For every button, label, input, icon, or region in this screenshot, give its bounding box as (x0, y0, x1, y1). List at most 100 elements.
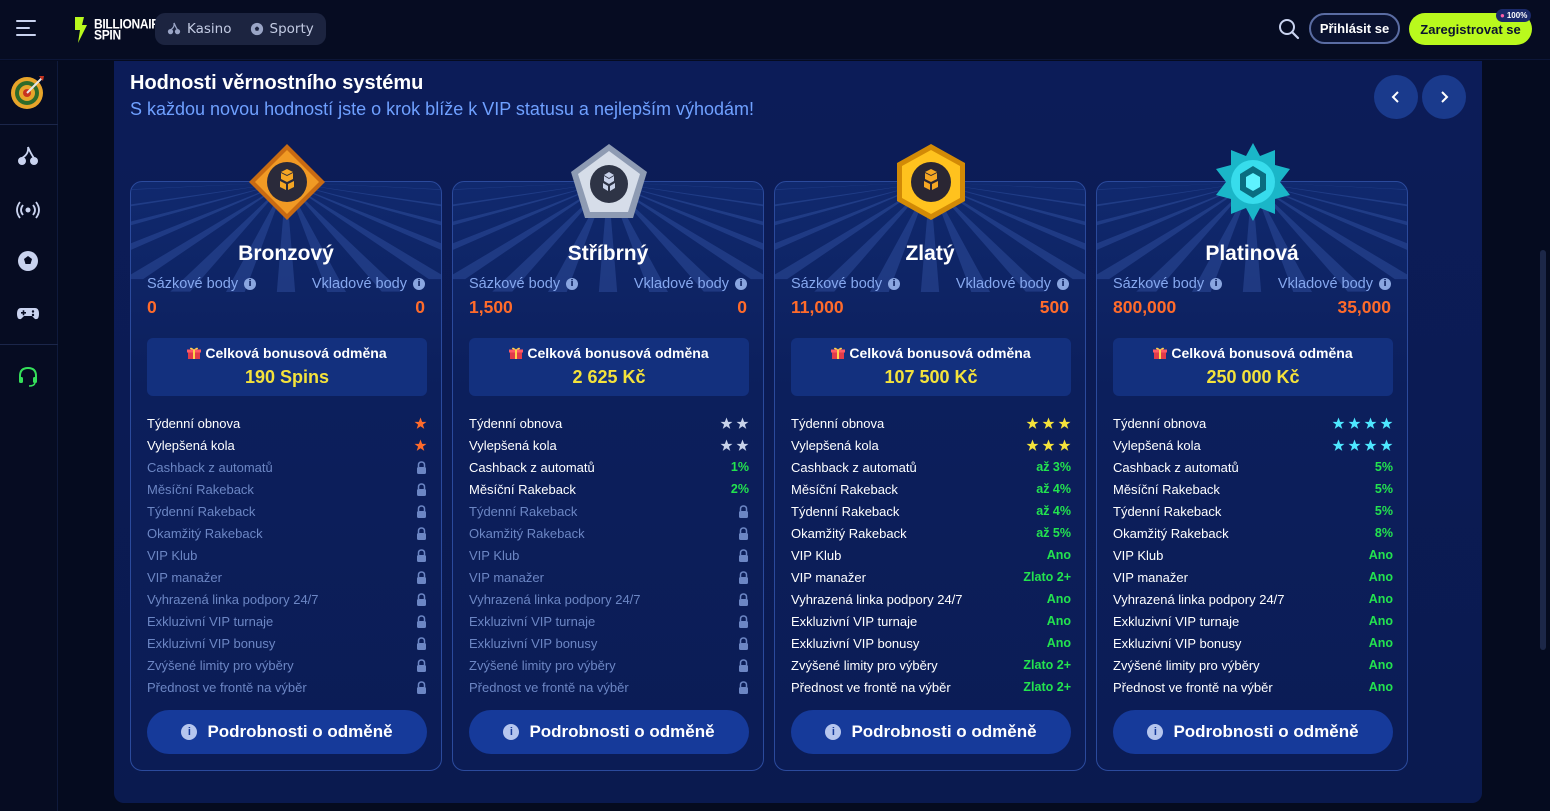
perk-row: Exkluzivní VIP turnaje (147, 610, 427, 632)
star-icon (1348, 417, 1361, 429)
logo[interactable]: BILLIONAIRE SPIN (72, 12, 168, 48)
tier-card: Stříbrný Sázkové body i Vkladové body i 1,500… (452, 144, 764, 771)
next-button[interactable] (1422, 75, 1466, 119)
perk-label: Týdenní obnova (469, 415, 563, 431)
gamepad-icon[interactable] (16, 301, 40, 325)
perk-row: Exkluzivní VIP turnaje Ano (1113, 610, 1393, 632)
target-icon[interactable] (8, 73, 46, 111)
info-icon: i (503, 724, 520, 740)
perk-row: Týdenní obnova (791, 412, 1071, 434)
perk-label: Exkluzivní VIP bonusy (469, 635, 598, 651)
star-icon (1042, 417, 1055, 429)
perk-label: Zvýšené limity pro výběry (147, 657, 294, 673)
cherries-icon[interactable] (16, 145, 40, 169)
info-icon[interactable]: i (244, 278, 257, 290)
reward-details-button[interactable]: i Podrobnosti o odměně (469, 710, 749, 754)
reward-details-button[interactable]: i Podrobnosti o odměně (791, 710, 1071, 754)
bet-points-value: 1,500 (469, 297, 513, 317)
perk-stars (1332, 417, 1393, 430)
perk-row: VIP manažer (469, 566, 749, 588)
page-scrollbar[interactable] (1540, 250, 1546, 650)
perk-row: Exkluzivní VIP turnaje Ano (791, 610, 1071, 632)
perk-label: Zvýšené limity pro výběry (791, 657, 938, 673)
perk-label: VIP Klub (791, 547, 842, 563)
bet-points-label: Sázkové body i (147, 276, 257, 292)
perk-value: Ano (1046, 592, 1071, 606)
deposit-points-label: Vkladové body i (1278, 276, 1391, 292)
tier-name: Zlatý (905, 242, 955, 265)
perk-row: Zvýšené limity pro výběry Ano (1113, 654, 1393, 676)
prev-button[interactable] (1374, 75, 1418, 119)
nav-sporty[interactable]: Sporty (250, 21, 314, 37)
menu-icon[interactable] (16, 20, 36, 36)
perk-row: Vylepšená kola (791, 434, 1071, 456)
info-icon[interactable]: i (566, 278, 579, 290)
perk-value: Ano (1368, 614, 1393, 628)
perk-value: 2% (730, 482, 749, 496)
perk-row: Týdenní obnova (469, 412, 749, 434)
tier-name: Platinová (1205, 242, 1299, 265)
lock-icon (739, 548, 748, 562)
info-icon[interactable]: i (888, 278, 901, 290)
bet-points-label: Sázkové body i (791, 276, 901, 292)
reward-box: Celková bonusová odměna 250 000 Kč (1113, 338, 1393, 396)
info-icon[interactable]: i (1210, 278, 1223, 290)
perk-row: Okamžitý Rakeback až 5% (791, 522, 1071, 544)
perk-label: Exkluzivní VIP turnaje (469, 613, 596, 629)
gift-icon: ● (1500, 11, 1505, 20)
live-broadcast-icon[interactable] (16, 198, 40, 222)
info-icon[interactable]: i (1379, 278, 1391, 290)
perk-row: Zvýšené limity pro výběry (147, 654, 427, 676)
perk-row: Týdenní obnova (147, 412, 427, 434)
perk-value: Ano (1368, 680, 1393, 694)
perk-label: VIP manažer (791, 569, 866, 585)
card-rays-decoration (131, 182, 441, 292)
perk-value: až 4% (1036, 482, 1071, 496)
info-icon[interactable]: i (413, 278, 425, 290)
reward-box: Celková bonusová odměna 190 Spins (147, 338, 427, 396)
perk-row: Exkluzivní VIP turnaje (469, 610, 749, 632)
main-nav: Kasino Sporty (155, 13, 326, 45)
headset-icon[interactable] (16, 365, 40, 389)
lock-icon (417, 658, 426, 672)
lock-icon (417, 636, 426, 650)
perk-label: Měsíční Rakeback (1113, 481, 1220, 497)
perk-value: 5% (1374, 504, 1393, 518)
top-bar: BILLIONAIRE SPIN Kasino Sporty Přihlásit… (0, 0, 1550, 60)
perk-value: 5% (1374, 482, 1393, 496)
perk-value: Ano (1368, 570, 1393, 584)
perk-row: VIP Klub (147, 544, 427, 566)
perk-value: 8% (1374, 526, 1393, 540)
nav-kasino[interactable]: Kasino (167, 21, 232, 37)
reward-details-button[interactable]: i Podrobnosti o odměně (1113, 710, 1393, 754)
perks-list: Týdenní obnova Vylepšená kola Cashback z a… (147, 412, 427, 698)
info-icon[interactable]: i (735, 278, 747, 290)
section-subtitle: S každou novou hodností jste o krok blíž… (130, 99, 755, 119)
star-icon (1058, 439, 1071, 451)
chevron-left-icon (1391, 91, 1399, 103)
lock-icon (417, 482, 426, 496)
star-icon (414, 439, 427, 451)
star-icon (1042, 439, 1055, 451)
search-icon[interactable] (1278, 18, 1300, 40)
info-icon[interactable]: i (1057, 278, 1069, 290)
perk-row: VIP manažer Zlato 2+ (791, 566, 1071, 588)
perk-label: Týdenní Rakeback (469, 503, 578, 519)
perk-label: VIP Klub (1113, 547, 1164, 563)
star-icon (736, 439, 749, 451)
lock-icon (417, 570, 426, 584)
perk-value: Zlato 2+ (1023, 658, 1071, 672)
login-button[interactable]: Přihlásit se (1309, 13, 1400, 44)
soccer-ball-icon[interactable] (16, 249, 40, 273)
perk-value: až 4% (1036, 504, 1071, 518)
perk-label: Týdenní obnova (1113, 415, 1207, 431)
lock-icon (739, 658, 748, 672)
lock-icon (739, 570, 748, 584)
perk-row: Exkluzivní VIP bonusy (147, 632, 427, 654)
perks-list: Týdenní obnova Vylepšená kola Cashback z a… (791, 412, 1071, 698)
reward-details-button[interactable]: i Podrobnosti o odměně (147, 710, 427, 754)
card-rays-decoration (1097, 182, 1407, 292)
star-icon (720, 439, 733, 451)
perk-row: Zvýšené limity pro výběry Zlato 2+ (791, 654, 1071, 676)
bet-points-value: 11,000 (791, 297, 844, 317)
